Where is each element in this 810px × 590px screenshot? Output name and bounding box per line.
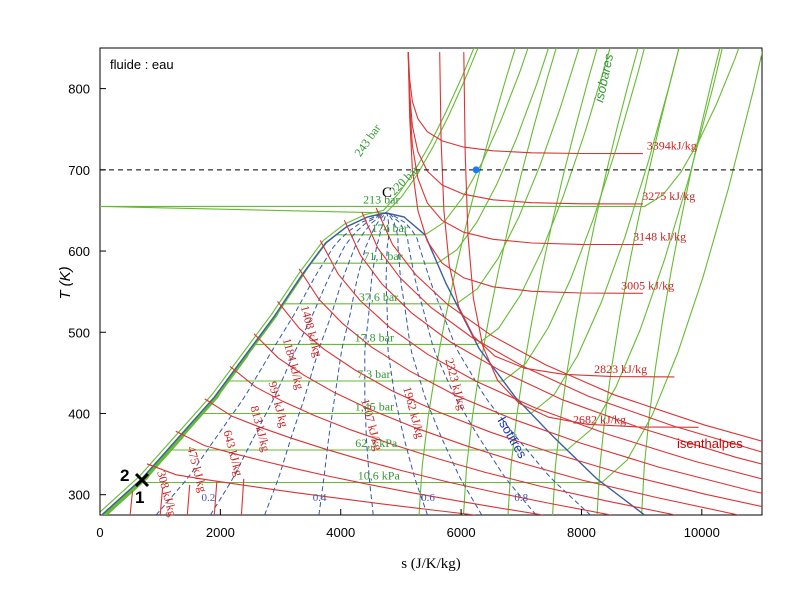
isenthalp-line [319, 240, 762, 480]
isenthalp-value-label: 3394kJ/kg [647, 139, 697, 153]
isobar-line [100, 48, 475, 513]
isenthalpes-label: isenthalpes [677, 436, 743, 451]
isotitre-line [364, 212, 387, 515]
isobar-line [462, 48, 557, 515]
isenthalp-line [253, 333, 739, 515]
isenthalp-line [204, 398, 612, 515]
isenthalp-value-label: 2682 kJ/kg [573, 412, 626, 426]
isotitre-value-label: 0.2 [201, 492, 215, 504]
fluid-annotation: fluide : eau [110, 57, 174, 72]
isenthalp-line [186, 484, 191, 515]
plot-frame [99, 47, 763, 516]
isobar-value-label: 213 bar [363, 192, 399, 206]
x-tick-label: 8000 [567, 525, 596, 540]
isobar-value-label: 7,3 bar [357, 367, 390, 381]
isobar-value-label: 174 bar [371, 221, 407, 235]
isenthalp-line [175, 430, 544, 515]
isotitre-line [385, 212, 537, 515]
y-tick-label: 700 [68, 163, 90, 178]
isobar-value-label: 10,6 kPa [358, 469, 401, 483]
x-tick-label: 6000 [447, 525, 476, 540]
y-tick-label: 500 [68, 325, 90, 340]
isotitre-value-label: 0.8 [514, 492, 528, 504]
isotitre-line [209, 212, 387, 515]
isobar-value-label: 37,6 bar [359, 290, 398, 304]
y-tick-label: 300 [68, 488, 90, 503]
isenthalp-line [375, 207, 762, 442]
x-tick-label: 2000 [206, 525, 235, 540]
isotitre-line [155, 212, 387, 515]
isenthalp-line [129, 491, 134, 515]
isobar-value-label: 1,45 bar [355, 399, 394, 413]
x-tick-label: 4000 [326, 525, 355, 540]
isotitre-line [318, 212, 387, 515]
isenthalp-line [240, 478, 245, 515]
x-tick-label: 10000 [684, 525, 720, 540]
isobar-line [596, 48, 680, 515]
isenthalp-value-label: 3005 kJ/kg [621, 278, 674, 292]
isenthalp-line [159, 487, 164, 515]
isotitre-line [385, 212, 591, 515]
isenthalp-line [146, 463, 476, 515]
isenthalp-line [343, 219, 762, 465]
isenthalp-line [229, 365, 676, 515]
isobar-value-label: 17,8 bar [355, 330, 394, 344]
point-1-label: 1 [135, 488, 144, 507]
isenthalp-line [407, 52, 643, 205]
isotitre-line [264, 212, 387, 515]
isenthalp-line [407, 52, 643, 294]
isenthalp-line [407, 52, 643, 246]
isenthalp-value-label: 3275 kJ/kg [642, 189, 695, 203]
isobar-value-label: 62,3 kPa [355, 436, 398, 450]
critical-point-label: C [382, 185, 392, 201]
isenthalp-line [361, 211, 762, 453]
isenthalp-value-label: 3148 kJ/kg [633, 230, 686, 244]
point-2-label: 2 [120, 466, 129, 485]
curve-layer [100, 48, 762, 515]
isobar-line [552, 48, 639, 515]
isobar-value-label: 71,1 bar [363, 249, 402, 263]
isobar-line [418, 48, 516, 515]
isobar-line [641, 48, 721, 515]
isenthalp-line [407, 52, 643, 155]
axis-ticks: 0 2000 4000 6000 8000 10000 300 400 500 600 700 800 [68, 82, 720, 540]
isobar-line [507, 48, 598, 515]
isotitre-value-label: 0.6 [421, 492, 435, 504]
isotitre-value-label: 0.4 [313, 492, 327, 504]
x-tick-label: 0 [96, 525, 103, 540]
state-point-marker [472, 166, 480, 174]
y-tick-label: 600 [68, 244, 90, 259]
isobar-line [106, 50, 762, 515]
y-tick-label: 400 [68, 406, 90, 421]
x-axis-label: s (J/K/kg) [401, 556, 461, 572]
point-1-2-cross-icon [134, 472, 150, 488]
isenthalp-line [213, 481, 218, 515]
isenthalp-line [463, 52, 699, 428]
y-axis-label: T (K) [57, 266, 74, 299]
saturation-dome [100, 212, 646, 515]
y-tick-label: 800 [68, 82, 90, 97]
isenthalp-line [277, 301, 762, 508]
isenthalp-line [298, 268, 762, 494]
isenthalp-value-label: 2823 kJ/kg [594, 362, 647, 376]
isenthalp-line [439, 52, 675, 378]
